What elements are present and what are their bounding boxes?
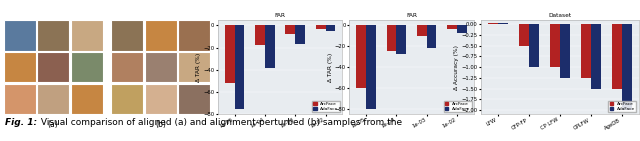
Bar [447, 25, 457, 29]
Bar [581, 24, 591, 78]
Bar [519, 24, 529, 46]
Bar [316, 25, 326, 29]
Legend: ArcFace, AdaFace: ArcFace, AdaFace [444, 101, 472, 112]
Bar [560, 24, 570, 78]
Bar [387, 25, 396, 51]
Text: (b): (b) [155, 120, 166, 129]
Bar [295, 25, 305, 44]
Legend: ArcFace, AdaFace: ArcFace, AdaFace [312, 101, 340, 112]
Text: Visual comparison of aligned (a) and alignment-perturbed (b) samples from the: Visual comparison of aligned (a) and ali… [38, 118, 403, 127]
Bar [529, 24, 539, 67]
Bar [255, 25, 265, 45]
Bar [498, 23, 508, 24]
Bar [396, 25, 406, 54]
Bar [285, 25, 295, 34]
Bar [621, 24, 632, 110]
Bar [178, 20, 210, 51]
Bar [591, 24, 601, 89]
Bar [326, 25, 335, 31]
Text: (a): (a) [48, 120, 59, 129]
Bar [417, 25, 427, 36]
Bar [145, 83, 177, 114]
Bar [366, 25, 376, 109]
Bar [234, 25, 244, 109]
Bar [145, 20, 177, 51]
Bar [265, 25, 275, 68]
Bar [427, 25, 436, 48]
Title: FAR: FAR [275, 13, 285, 18]
Y-axis label: Δ TAR (%): Δ TAR (%) [196, 52, 201, 82]
Bar [356, 25, 366, 88]
Legend: ArcFace, AdaFace: ArcFace, AdaFace [609, 101, 637, 112]
Bar [111, 20, 143, 51]
Bar [37, 52, 69, 82]
Bar [550, 24, 560, 67]
Title: FAR: FAR [406, 13, 417, 18]
Bar [457, 25, 467, 33]
Bar [488, 23, 498, 24]
Bar [37, 20, 69, 51]
Bar [4, 52, 36, 82]
Bar [70, 20, 102, 51]
Bar [111, 52, 143, 82]
Bar [111, 83, 143, 114]
Bar [612, 24, 621, 89]
Bar [225, 25, 234, 83]
Y-axis label: Δ Accuracy (%): Δ Accuracy (%) [454, 45, 460, 90]
Bar [4, 20, 36, 51]
Title: Dataset: Dataset [548, 13, 572, 18]
Bar [178, 83, 210, 114]
Bar [70, 52, 102, 82]
Bar [178, 52, 210, 82]
Text: Fig. 1:: Fig. 1: [5, 118, 37, 127]
Y-axis label: Δ TAR (%): Δ TAR (%) [328, 52, 333, 82]
Bar [4, 83, 36, 114]
Bar [37, 83, 69, 114]
Bar [145, 52, 177, 82]
Bar [70, 83, 102, 114]
